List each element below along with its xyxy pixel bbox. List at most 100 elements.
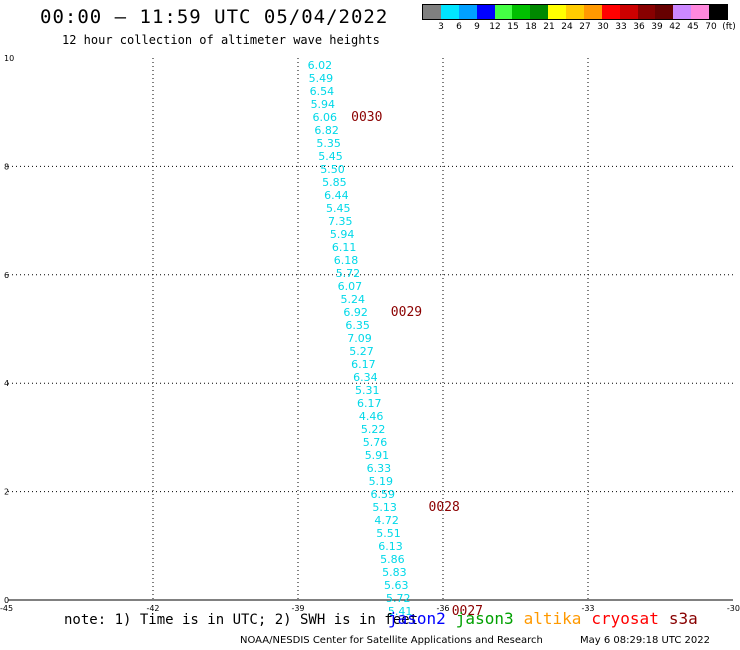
color-scale-label: 18 xyxy=(525,22,537,32)
swh-value: 6.34 xyxy=(353,371,378,384)
swh-value: 5.13 xyxy=(372,501,397,514)
swh-value: 6.07 xyxy=(338,280,363,293)
legend-item-s3a: s3a xyxy=(668,609,698,628)
y-tick-label: 10 xyxy=(4,54,14,63)
swh-value: 5.94 xyxy=(330,228,355,241)
swh-value: 6.82 xyxy=(314,124,339,137)
color-swatch xyxy=(440,5,459,19)
color-scale-label: 3 xyxy=(438,22,444,32)
y-tick-label: 4 xyxy=(4,379,9,388)
map-title: 00:00 — 11:59 UTC 05/04/2022 xyxy=(40,6,389,28)
swh-value: 5.63 xyxy=(384,579,409,592)
color-scale-label: 15 xyxy=(507,22,519,32)
color-scale-label: (ft) xyxy=(722,22,736,32)
legend-item-jason2: jason2 xyxy=(388,609,446,628)
legend-item-altika: altika xyxy=(523,609,582,628)
color-scale-labels: 3 6 9 12 15 18 21 24 27 30 33 36 39 42 45 70 (ft) xyxy=(422,22,736,34)
y-tick-label: 6 xyxy=(4,271,9,280)
pass-time-labels: 0030 0029 0028 0027 xyxy=(351,110,483,619)
color-scale-label: 33 xyxy=(615,22,627,32)
pass-time-label: 0027 xyxy=(452,604,483,619)
y-tick-label: 0 xyxy=(4,596,9,605)
color-scale-label: 9 xyxy=(474,22,480,32)
color-swatch xyxy=(691,5,709,19)
color-swatch xyxy=(637,5,656,19)
swh-value: 5.24 xyxy=(341,293,366,306)
pass-time-label: 0030 xyxy=(351,110,382,125)
color-swatch xyxy=(655,5,674,19)
swh-value: 5.31 xyxy=(355,384,380,397)
swh-value: 6.59 xyxy=(371,488,396,501)
timestamp-text: May 6 08:29:18 UTC 2022 xyxy=(580,635,710,646)
color-scale-label: 27 xyxy=(579,22,591,32)
color-scale-label: 30 xyxy=(597,22,609,32)
color-scale-label: 6 xyxy=(456,22,462,32)
color-scale-label: 70 xyxy=(705,22,717,32)
color-scale-label: 36 xyxy=(633,22,645,32)
legend-item-cryosat: cryosat xyxy=(591,609,659,628)
x-tick-label: -42 xyxy=(146,604,159,613)
swh-value: 5.41 xyxy=(388,605,413,618)
x-tick-label: -36 xyxy=(436,604,449,613)
x-tick-label: -33 xyxy=(581,604,594,613)
swh-value: 4.46 xyxy=(359,410,384,423)
legend-item-jason3: jason3 xyxy=(455,609,514,628)
swh-value: 6.35 xyxy=(345,319,370,332)
swh-value: 5.94 xyxy=(311,98,336,111)
swh-value: 6.18 xyxy=(334,254,359,267)
x-tick-label: -30 xyxy=(727,604,740,613)
color-swatch xyxy=(476,5,495,19)
swh-value: 6.13 xyxy=(378,540,403,553)
color-swatch xyxy=(601,5,620,19)
pass-time-label: 0028 xyxy=(429,500,460,515)
color-scale-label: 21 xyxy=(543,22,555,32)
swh-value: 5.45 xyxy=(326,202,351,215)
swh-value: 5.76 xyxy=(363,436,388,449)
color-swatch xyxy=(458,5,477,19)
color-swatch xyxy=(494,5,513,19)
observation-values: 6.025.496.545.946.066.825.355.455.505.85… xyxy=(308,59,413,618)
color-swatch xyxy=(583,5,602,19)
swh-value: 7.35 xyxy=(328,215,353,228)
swh-value: 5.51 xyxy=(376,527,401,540)
swh-value: 5.72 xyxy=(336,267,361,280)
color-scale-bar xyxy=(422,4,728,20)
color-scale-label: 39 xyxy=(651,22,663,32)
swh-value: 5.35 xyxy=(316,137,341,150)
color-scale-label: 42 xyxy=(669,22,681,32)
satellite-legend: jason2 jason3 altika cryosat s3a xyxy=(388,609,708,628)
color-swatch xyxy=(530,5,549,19)
map-subtitle: 12 hour collection of altimeter wave hei… xyxy=(62,33,380,47)
axis-tick-labels: -45 -42 -39 -36 -33 -30 0 2 4 6 8 10 xyxy=(0,54,740,613)
color-swatch xyxy=(548,5,566,19)
swh-value: 5.45 xyxy=(318,150,343,163)
x-tick-label: -39 xyxy=(291,604,304,613)
swh-value: 6.02 xyxy=(308,59,333,72)
swh-value: 5.27 xyxy=(349,345,374,358)
swh-value: 6.06 xyxy=(313,111,338,124)
map-grid xyxy=(8,58,733,601)
swh-value: 6.17 xyxy=(351,358,376,371)
color-scale-label: 24 xyxy=(561,22,573,32)
swh-value: 7.09 xyxy=(347,332,372,345)
swh-value: 5.85 xyxy=(322,176,347,189)
swh-value: 5.72 xyxy=(386,592,411,605)
color-swatch xyxy=(619,5,638,19)
swh-value: 5.50 xyxy=(320,163,345,176)
color-swatch xyxy=(512,5,531,19)
swh-value: 4.72 xyxy=(374,514,399,527)
y-tick-label: 2 xyxy=(4,488,9,497)
swh-value: 6.17 xyxy=(357,397,382,410)
swh-value: 5.91 xyxy=(365,449,390,462)
units-note: note: 1) Time is in UTC; 2) SWH is in fe… xyxy=(64,612,419,628)
color-scale-label: 45 xyxy=(687,22,699,32)
swh-value: 6.44 xyxy=(324,189,349,202)
pass-time-label: 0029 xyxy=(391,305,422,320)
swh-value: 6.54 xyxy=(310,85,335,98)
color-swatch xyxy=(423,5,441,19)
swh-value: 5.19 xyxy=(369,475,394,488)
swh-value: 5.86 xyxy=(380,553,405,566)
swh-value: 5.83 xyxy=(382,566,407,579)
color-swatch xyxy=(709,5,727,19)
